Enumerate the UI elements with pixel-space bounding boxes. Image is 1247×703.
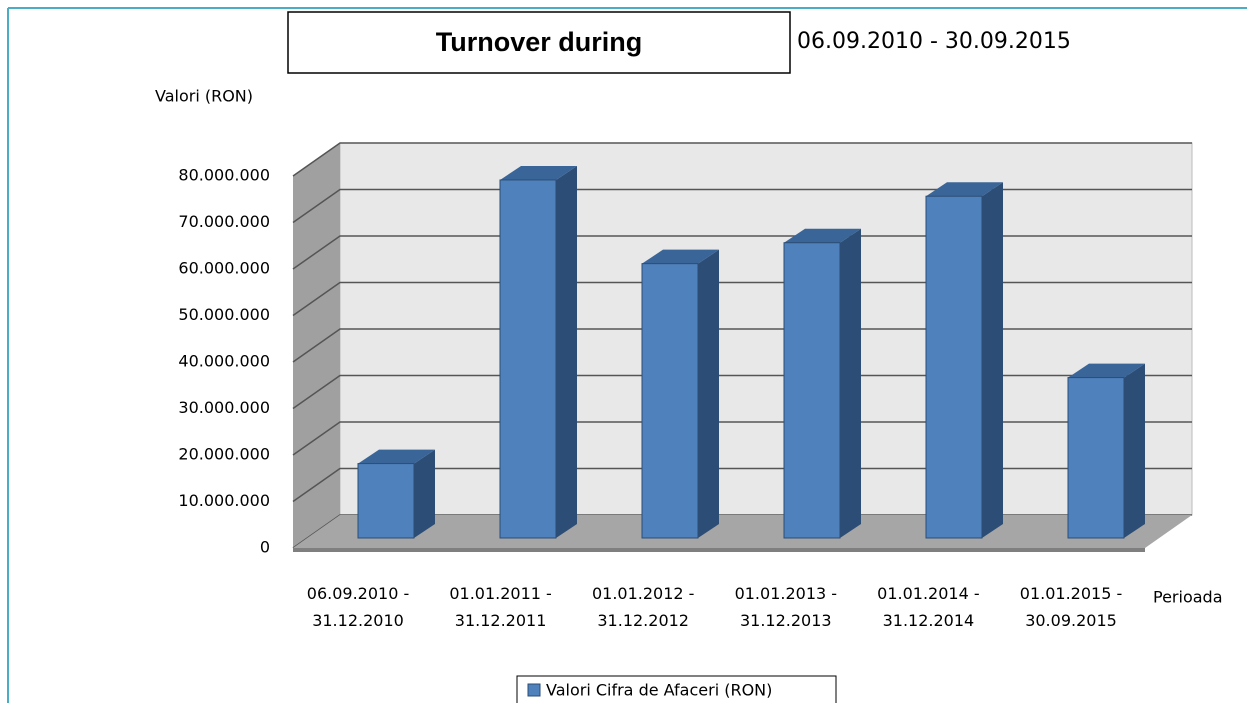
- bar-top: [784, 228, 861, 243]
- y-tick-label: 40.000.000: [178, 352, 270, 371]
- bar: [357, 449, 435, 539]
- legend-box: [516, 675, 837, 703]
- chart-title: Turnover during: [436, 27, 643, 57]
- bar: [783, 228, 861, 539]
- bar-side: [698, 249, 719, 538]
- y-tick-label: 60.000.000: [178, 259, 270, 278]
- x-tick-label: 01.01.2013 - 31.12.2013: [734, 584, 838, 630]
- legend-label: Valori Cifra de Afaceri (RON): [546, 681, 772, 700]
- grid-line: [292, 188, 1192, 224]
- grid-line: [292, 421, 1192, 456]
- bar-side: [1124, 363, 1145, 538]
- x-tick-label: 01.01.2011 - 31.12.2011: [449, 584, 552, 630]
- y-axis-label: Valori (RON): [155, 87, 253, 106]
- y-tick-label: 70.000.000: [178, 212, 270, 231]
- y-tick-label: 0: [260, 538, 270, 557]
- bar-top: [1068, 363, 1145, 378]
- bar-side: [556, 165, 577, 538]
- bar-front: [783, 242, 841, 539]
- x-tick-label: 01.01.2012 - 31.12.2012: [591, 584, 695, 630]
- x-tick-label: 01.01.2014 - 31.12.2014: [877, 584, 980, 630]
- y-tick-label: 80.000.000: [178, 166, 270, 185]
- grid-line: [292, 281, 1192, 317]
- x-tick-label: 01.01.2015 - 30.09.2015: [1019, 584, 1123, 630]
- bar-top: [500, 165, 577, 180]
- legend-swatch: [527, 683, 541, 697]
- x-axis-label: Perioada: [1153, 588, 1223, 607]
- grid-line: [292, 328, 1192, 363]
- y-tick-label: 30.000.000: [178, 398, 270, 417]
- x-tick-label: 06.09.2010 - 31.12.2010: [306, 584, 410, 630]
- bar: [641, 249, 719, 539]
- bar-front: [499, 179, 557, 539]
- bar-side: [414, 449, 435, 538]
- bar: [499, 165, 577, 539]
- bar-front: [925, 195, 983, 539]
- grid-line: [292, 142, 1192, 177]
- y-tick-label: 20.000.000: [178, 445, 270, 464]
- title-box: [287, 11, 791, 74]
- y-tick-label: 50.000.000: [178, 305, 270, 324]
- bar-top: [358, 449, 435, 464]
- bar-top: [642, 249, 719, 264]
- floor-edge: [293, 548, 1145, 552]
- bar-side: [840, 228, 861, 538]
- grid-line: [292, 374, 1192, 410]
- bar-side: [982, 182, 1003, 538]
- grid-line: [292, 235, 1192, 270]
- bar-front: [1067, 377, 1125, 539]
- bar-front: [641, 263, 699, 539]
- grid-line: [292, 467, 1192, 503]
- chart-subtitle: 06.09.2010 - 30.09.2015: [797, 29, 1071, 54]
- bar-top: [926, 182, 1003, 197]
- bar: [925, 182, 1003, 539]
- y-tick-label: 10.000.000: [178, 491, 270, 510]
- bar-front: [357, 463, 415, 539]
- bar: [1067, 363, 1145, 539]
